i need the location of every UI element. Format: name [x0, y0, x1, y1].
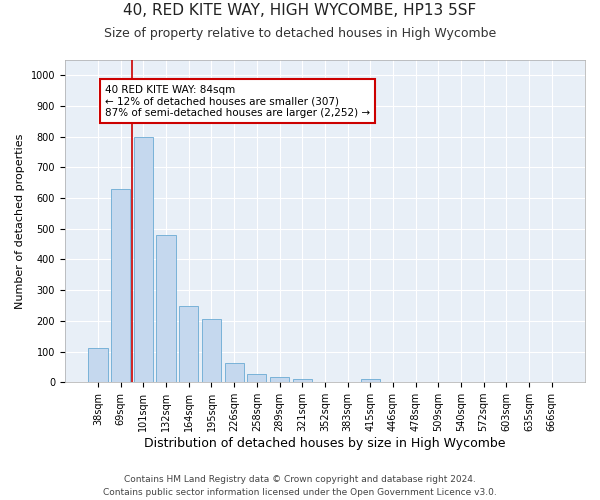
- Text: 40 RED KITE WAY: 84sqm
← 12% of detached houses are smaller (307)
87% of semi-de: 40 RED KITE WAY: 84sqm ← 12% of detached…: [105, 84, 370, 118]
- Y-axis label: Number of detached properties: Number of detached properties: [15, 134, 25, 309]
- Bar: [224, 363, 244, 382]
- Bar: [270, 376, 289, 382]
- Bar: [179, 306, 199, 382]
- Bar: [111, 189, 130, 382]
- Bar: [157, 235, 176, 382]
- X-axis label: Distribution of detached houses by size in High Wycombe: Distribution of detached houses by size …: [144, 437, 506, 450]
- Bar: [293, 379, 312, 382]
- Bar: [202, 320, 221, 382]
- Text: Size of property relative to detached houses in High Wycombe: Size of property relative to detached ho…: [104, 28, 496, 40]
- Bar: [134, 136, 153, 382]
- Text: 40, RED KITE WAY, HIGH WYCOMBE, HP13 5SF: 40, RED KITE WAY, HIGH WYCOMBE, HP13 5SF: [124, 3, 476, 18]
- Text: Contains HM Land Registry data © Crown copyright and database right 2024.
Contai: Contains HM Land Registry data © Crown c…: [103, 476, 497, 497]
- Bar: [88, 348, 108, 382]
- Bar: [361, 379, 380, 382]
- Bar: [247, 374, 266, 382]
